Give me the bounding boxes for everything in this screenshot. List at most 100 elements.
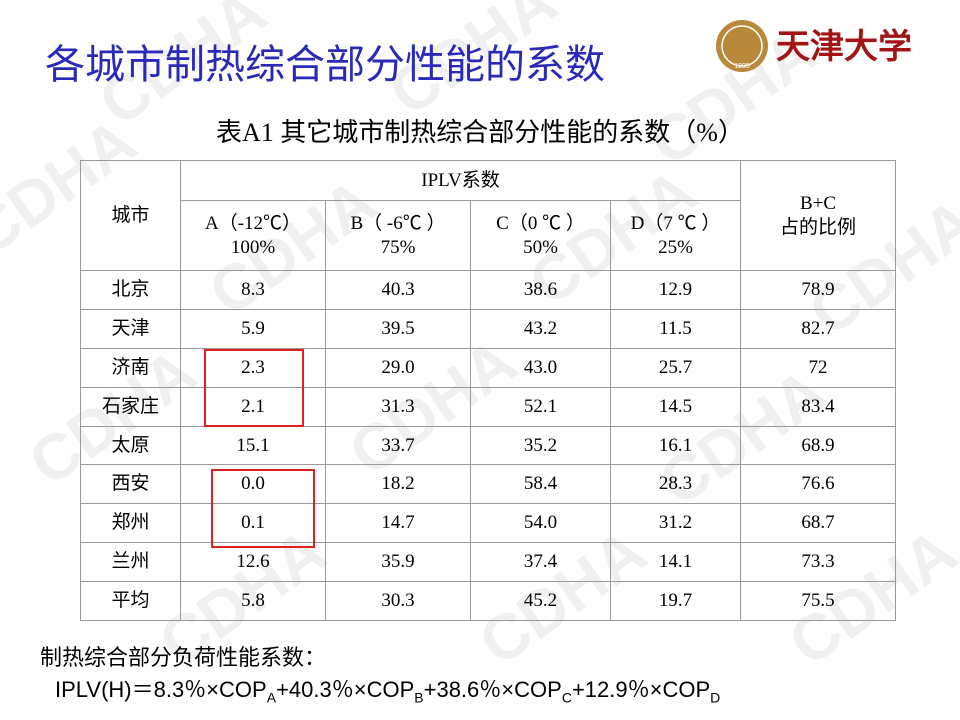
table-row: 北京 8.3 40.3 38.6 12.9 78.9 — [80, 270, 896, 310]
table-cell: 14.7 — [325, 503, 471, 544]
table-caption: 表A1 其它城市制热综合部分性能的系数（%） — [216, 118, 744, 147]
formula-subscript: A — [266, 689, 277, 706]
table-cell: 35.9 — [325, 542, 471, 583]
table-cell: 0.0 — [180, 464, 326, 505]
formula-part: +38.6％×COP — [423, 677, 562, 702]
table-row: 济南 2.3 29.0 43.0 25.7 72 — [80, 347, 896, 388]
table-cell: 8.3 — [180, 270, 326, 310]
table-cell: 14.1 — [610, 542, 741, 583]
table-row: 平均 5.8 30.3 45.2 19.7 75.5 — [80, 581, 896, 622]
table-row: 郑州 0.1 14.7 54.0 31.2 68.7 — [80, 503, 896, 544]
table-cell: 28.3 — [610, 464, 741, 505]
table-cell: 78.9 — [740, 270, 896, 310]
table-cell: 58.4 — [470, 464, 611, 505]
highlight-box — [204, 349, 304, 427]
highlight-box — [211, 469, 315, 548]
table-cell: 39.5 — [325, 308, 471, 349]
formula-part: +40.3％×COP — [276, 677, 415, 702]
table-cell: 平均 — [80, 581, 181, 622]
table-cell: 兰州 — [80, 542, 181, 583]
table-cell: 33.7 — [325, 425, 471, 466]
table-cell: 82.7 — [740, 308, 896, 349]
table-row: 天津 5.9 39.5 43.2 11.5 82.7 — [80, 308, 896, 349]
formula-part: +12.9％×COP — [571, 677, 711, 702]
seal-ring — [721, 25, 763, 67]
table-cell: 25.7 — [610, 347, 741, 388]
table-cell: 76.6 — [740, 464, 896, 505]
header-cell: D（7 ℃ ） 25% — [610, 200, 741, 271]
table-cell: 40.3 — [325, 270, 471, 310]
formula-part: IPLV(H)＝8.3％×COP — [55, 677, 267, 702]
table: 城市 IPLV系数 B+C 占的比例 A（-12℃） 100% B（ -6℃ ） 75% C（0… — [80, 160, 896, 622]
table-cell: 石家庄 — [80, 386, 181, 427]
seal — [716, 20, 768, 72]
table-cell: 5.8 — [180, 581, 326, 622]
formula-subscript: C — [561, 689, 572, 706]
logo-text: 天津大学 — [776, 27, 912, 67]
formula: IPLV(H)＝8.3％×COPA+40.3％×COPB+38.6％×COPC+… — [55, 672, 720, 705]
header-line: 占的比例 — [779, 216, 856, 238]
table-cell: 14.5 — [610, 386, 741, 427]
formula-subscript: D — [710, 689, 721, 706]
table-cell: 北京 — [80, 270, 181, 310]
table-row: 西安 0.0 18.2 58.4 28.3 76.6 — [80, 464, 896, 505]
table-row: 太原 15.1 33.7 35.2 16.1 68.9 — [80, 425, 896, 466]
header-line: B（ -6℃ ） — [350, 212, 446, 234]
table-cell: 37.4 — [470, 542, 611, 583]
formula-label: 制热综合部分负荷性能系数： — [40, 646, 327, 671]
header-line: 75% — [380, 236, 416, 258]
header-line: A（-12℃） — [204, 212, 302, 234]
header-line: C（0 ℃ ） — [496, 212, 585, 234]
table-cell: 0.1 — [180, 503, 326, 544]
header-line: 100% — [230, 236, 276, 258]
header-line: D（7 ℃ ） — [630, 212, 721, 234]
table-cell: 西安 — [80, 464, 181, 505]
table-cell: 83.4 — [740, 386, 896, 427]
table-cell: 19.7 — [610, 581, 741, 622]
table-cell: 52.1 — [470, 386, 611, 427]
table-cell: 郑州 — [80, 503, 181, 544]
header-line: 25% — [658, 236, 693, 258]
table-cell: 12.6 — [180, 542, 326, 583]
table-cell: 11.5 — [610, 308, 741, 349]
table-cell: 43.2 — [470, 308, 611, 349]
table-cell: 18.2 — [325, 464, 471, 505]
header-cell: A（-12℃） 100% — [180, 200, 326, 271]
seal-year: 1895 — [734, 63, 750, 70]
header-cell: 城市 — [80, 160, 181, 271]
header-cell: C（0 ℃ ） 50% — [470, 200, 611, 271]
table-cell: 16.1 — [610, 425, 741, 466]
header-line: 50% — [523, 236, 558, 258]
formula-subscript: B — [414, 689, 424, 706]
table-cell: 68.7 — [740, 503, 896, 544]
header-line: B+C — [799, 192, 837, 214]
header-row: A（-12℃） 100% B（ -6℃ ） 75% C（0 ℃ ） 50% D（7 ℃ ） 2… — [81, 200, 896, 271]
header-cell: B+C 占的比例 — [740, 160, 896, 271]
table-cell: 73.3 — [740, 542, 896, 583]
table-cell: 29.0 — [325, 347, 471, 388]
table-cell: 35.2 — [470, 425, 611, 466]
table-cell: 38.6 — [470, 270, 611, 310]
table-cell: 12.9 — [610, 270, 741, 310]
slide-title: 各城市制热综合部分性能的系数 — [45, 42, 605, 88]
table-cell: 太原 — [80, 425, 181, 466]
table-cell: 31.3 — [325, 386, 471, 427]
table-cell: 济南 — [80, 347, 181, 388]
table-cell: 68.9 — [740, 425, 896, 466]
table-cell: 31.2 — [610, 503, 741, 544]
table-cell: 43.0 — [470, 347, 611, 388]
table-cell: 5.9 — [180, 308, 326, 349]
table-row: 石家庄 2.1 31.3 52.1 14.5 83.4 — [80, 386, 896, 427]
table-cell: 72 — [740, 347, 896, 388]
table-cell: 天津 — [80, 308, 181, 349]
table-cell: 75.5 — [740, 581, 896, 622]
table-cell: 45.2 — [470, 581, 611, 622]
header-cell: IPLV系数 — [180, 160, 741, 201]
logo: 1895 天津大学 — [716, 20, 912, 72]
table-row: 兰州 12.6 35.9 37.4 14.1 73.3 — [80, 542, 896, 583]
header-cell: B（ -6℃ ） 75% — [325, 200, 471, 271]
table-cell: 30.3 — [325, 581, 471, 622]
table-cell: 15.1 — [180, 425, 326, 466]
header-row: 城市 IPLV系数 B+C 占的比例 — [80, 160, 896, 271]
